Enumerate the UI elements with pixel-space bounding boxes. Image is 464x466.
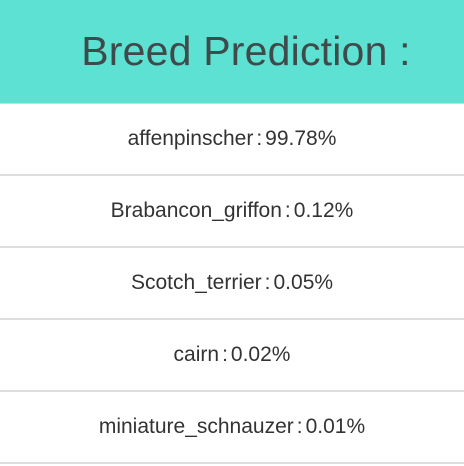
prediction-list: affenpinscher : 99.78% Brabancon_griffon… — [0, 104, 464, 464]
breed-name: Scotch_terrier — [130, 271, 262, 294]
page-title: Breed Prediction : — [81, 28, 411, 74]
breed-name: Brabancon_griffon — [110, 199, 282, 222]
list-item: affenpinscher : 99.78% — [0, 104, 464, 176]
list-item: Brabancon_griffon : 0.12% — [0, 176, 464, 248]
breed-name: affenpinscher — [127, 127, 254, 150]
confidence-score: 0.01% — [305, 415, 366, 438]
confidence-score: 0.02% — [230, 343, 291, 366]
confidence-score: 99.78% — [265, 127, 337, 150]
separator: : — [296, 415, 303, 438]
list-item: miniature_schnauzer : 0.01% — [0, 392, 464, 464]
separator: : — [284, 199, 291, 222]
breed-name: miniature_schnauzer — [98, 415, 294, 438]
breed-name: cairn — [173, 343, 220, 366]
separator: : — [222, 343, 228, 366]
separator: : — [256, 127, 263, 150]
prediction-header: Breed Prediction : — [0, 0, 464, 104]
separator: : — [264, 271, 271, 294]
confidence-score: 0.12% — [293, 199, 354, 222]
list-item: cairn : 0.02% — [0, 320, 464, 392]
confidence-score: 0.05% — [273, 271, 334, 294]
list-item: Scotch_terrier : 0.05% — [0, 248, 464, 320]
